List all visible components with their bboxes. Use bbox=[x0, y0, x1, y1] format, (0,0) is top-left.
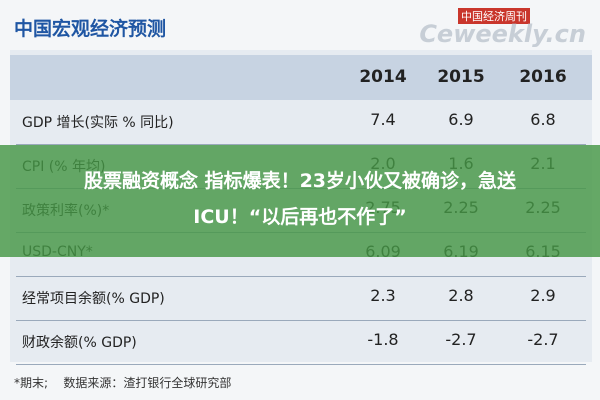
row-rule bbox=[16, 144, 586, 145]
overlay-line: ICU！“以后再也不作了” bbox=[193, 206, 407, 228]
column-header: 2014 bbox=[359, 67, 407, 87]
row-label: 经常项目余额(% GDP) bbox=[22, 291, 165, 307]
cell-value: 6.9 bbox=[448, 110, 474, 129]
row-rule bbox=[16, 364, 586, 365]
cell-value: 2.3 bbox=[370, 286, 396, 305]
watermark: Ceweekly.cn bbox=[419, 20, 586, 48]
cell-value: -1.8 bbox=[367, 330, 399, 349]
row-rule bbox=[16, 276, 586, 277]
cell-value: 2.8 bbox=[448, 286, 474, 305]
table-header-bg bbox=[10, 55, 592, 100]
cell-value: 2.9 bbox=[530, 286, 556, 305]
row-rule bbox=[16, 320, 586, 321]
cell-value: 6.8 bbox=[530, 110, 556, 129]
watermark-top: 中国经济周刊 bbox=[458, 8, 530, 24]
footer-source: 数据来源：渣打银行全球研究部 bbox=[63, 376, 232, 390]
overlay-line: 股票融资概念 指标爆表！23岁小伙又被确诊，急送 bbox=[83, 170, 517, 192]
cell-value: -2.7 bbox=[527, 330, 559, 349]
footer-note: *期末; bbox=[14, 376, 49, 390]
row-label: GDP 增长(实际 % 同比) bbox=[22, 115, 174, 131]
column-header: 2015 bbox=[437, 67, 485, 87]
cell-value: 7.4 bbox=[370, 110, 396, 129]
row-label: 财政余额(% GDP) bbox=[22, 335, 137, 351]
title: 中国宏观经济预测 bbox=[14, 18, 167, 40]
cell-value: -2.7 bbox=[445, 330, 477, 349]
overlay-band bbox=[0, 145, 600, 257]
column-header: 2016 bbox=[519, 67, 567, 87]
footer: *期末; 数据来源：渣打银行全球研究部 bbox=[14, 374, 231, 391]
